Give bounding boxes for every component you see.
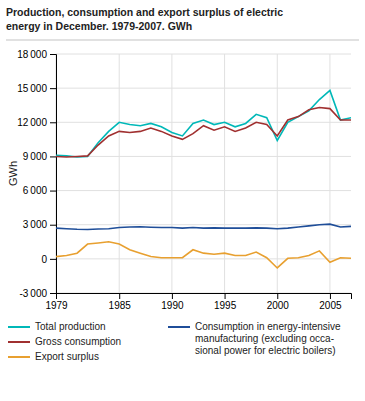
y-tick: 18 000 — [17, 49, 56, 60]
x-tick-label: 1995 — [214, 300, 237, 311]
x-tick: 1995 — [214, 293, 237, 311]
y-axis-title: GWh — [7, 161, 19, 186]
y-tick-label: 9 000 — [23, 151, 48, 162]
y-tick-mark — [50, 122, 56, 123]
legend-item: Export surplus — [8, 351, 99, 362]
grid-line-x — [119, 54, 120, 293]
y-tick: 12 000 — [17, 117, 56, 128]
legend-label: Consumption in energy-intensivemanufactu… — [195, 321, 341, 356]
grid-line-y — [56, 88, 351, 89]
x-tick-mark — [119, 293, 120, 299]
x-axis-line — [57, 294, 352, 300]
y-tick: 9 000 — [23, 151, 56, 162]
x-tick: 2000 — [267, 293, 290, 311]
y-tick-mark — [50, 259, 56, 260]
grid-line-y — [56, 258, 351, 259]
plot: 1979 1985 1990 1995 2000 2005 -3 000 0 3 000 6 00… — [17, 49, 351, 311]
x-tick: 1985 — [109, 293, 132, 311]
y-tick-mark — [50, 225, 56, 226]
legend-swatch — [168, 326, 190, 328]
y-tick-label: 6 000 — [23, 185, 48, 196]
title-rule — [6, 40, 359, 41]
legend-label: Export surplus — [35, 351, 99, 362]
title-line: Production, consumption and export surpl… — [6, 6, 283, 18]
y-tick-label: -3 000 — [19, 288, 47, 299]
grid-line-y — [56, 122, 351, 123]
grid-line-y — [56, 156, 351, 157]
legend-label-line: Export surplus — [35, 351, 99, 362]
legend-swatch — [8, 341, 30, 343]
grid — [56, 54, 351, 293]
x-tick-label: 2000 — [267, 300, 290, 311]
legend-label-line: Consumption in energy-intensive — [195, 321, 341, 332]
x-tick-label: 1990 — [161, 300, 184, 311]
y-tick-mark — [50, 54, 56, 55]
x-axis: 1979 1985 1990 1995 2000 2005 — [45, 293, 351, 311]
legend-item: Consumption in energy-intensivemanufactu… — [168, 321, 341, 356]
x-tick-mark — [277, 293, 278, 299]
legend-label: Total production — [35, 321, 106, 332]
y-tick: 3 000 — [23, 219, 56, 230]
x-tick-label: 1985 — [109, 300, 132, 311]
y-tick: 0 — [41, 254, 56, 265]
series-line — [56, 224, 351, 229]
x-tick-label: 1979 — [45, 300, 68, 311]
x-tick-mark — [330, 293, 331, 299]
chart: Production, consumption and export surpl… — [0, 0, 365, 401]
title: Production, consumption and export surpl… — [6, 6, 283, 32]
y-tick-label: 15 000 — [17, 83, 47, 94]
y-tick-label: 12 000 — [17, 117, 47, 128]
x-tick-mark — [172, 293, 173, 299]
y-axis: -3 000 0 3 000 6 000 9 000 12 000 15 000 18 000 — [17, 49, 56, 299]
legend-label-line: manufacturing (excluding occa- — [195, 333, 334, 344]
x-tick-mark — [225, 293, 226, 299]
y-tick-label: 18 000 — [17, 49, 47, 60]
title-line: energy in December. 1979-2007. GWh — [6, 20, 192, 32]
legend-label-line: sional power for electric boilers) — [195, 345, 336, 356]
grid-line-x — [277, 54, 278, 293]
series-line — [56, 242, 351, 268]
y-tick: 15 000 — [17, 83, 56, 94]
y-axis-line — [50, 55, 57, 294]
y-tick-mark — [50, 88, 56, 89]
legend-label-line: Total production — [35, 321, 106, 332]
y-tick-mark — [50, 293, 56, 294]
legend-item: Gross consumption — [8, 336, 121, 347]
grid-line-y — [56, 190, 351, 191]
y-tick-label: 0 — [41, 254, 47, 265]
legend-label: Gross consumption — [35, 336, 121, 347]
y-tick-label: 3 000 — [23, 219, 48, 230]
legend: Total production Gross consumption Export … — [8, 321, 341, 362]
lines — [56, 90, 351, 268]
x-tick: 1979 — [45, 293, 68, 311]
y-tick: -3 000 — [19, 288, 56, 299]
x-tick: 2005 — [319, 293, 342, 311]
grid-line-y — [56, 224, 351, 225]
y-tick: 6 000 — [23, 185, 56, 196]
grid-line-y — [56, 54, 351, 55]
legend-item: Total production — [8, 321, 106, 332]
x-tick-label: 2005 — [319, 300, 342, 311]
series-line — [56, 107, 351, 157]
grid-line-x — [224, 54, 225, 293]
legend-label-line: Gross consumption — [35, 336, 121, 347]
series-line — [56, 90, 351, 157]
x-tick: 1990 — [161, 293, 184, 311]
legend-swatch — [8, 356, 30, 358]
legend-swatch — [8, 326, 30, 328]
y-tick-mark — [50, 156, 56, 157]
y-tick-mark — [50, 191, 56, 192]
